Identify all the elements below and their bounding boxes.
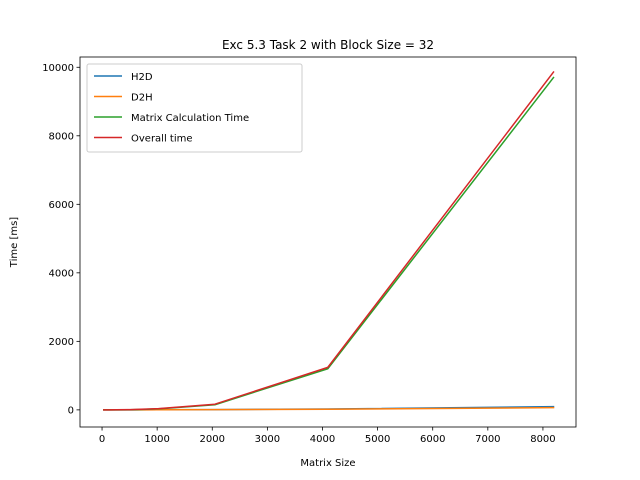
x-axis-label: Matrix Size bbox=[300, 458, 355, 469]
x-tick-label: 8000 bbox=[530, 434, 555, 445]
x-axis: 0 1000 2000 3000 4000 5000 6000 7000 8000 bbox=[99, 427, 556, 445]
legend-label: Overall time bbox=[131, 134, 193, 145]
legend: H2D D2H Matrix Calculation Time Overall tim… bbox=[86, 63, 303, 153]
y-tick-label: 8000 bbox=[49, 131, 74, 142]
series-line-3 bbox=[103, 71, 555, 411]
legend-label: Matrix Calculation Time bbox=[131, 113, 249, 124]
y-tick-label: 2000 bbox=[49, 337, 74, 348]
plot-lines bbox=[103, 71, 555, 411]
legend-label: H2D bbox=[131, 72, 153, 83]
x-tick-label: 1000 bbox=[144, 434, 169, 445]
y-axis-label: Time [ms] bbox=[9, 217, 20, 269]
y-tick-label: 6000 bbox=[49, 200, 74, 211]
x-tick-label: 6000 bbox=[420, 434, 445, 445]
plot-frame bbox=[79, 56, 577, 428]
x-tick-label: 4000 bbox=[310, 434, 335, 445]
y-tick-label: 4000 bbox=[49, 268, 74, 279]
legend-box bbox=[86, 63, 303, 153]
x-tick-label: 0 bbox=[99, 434, 105, 445]
x-tick-label: 5000 bbox=[365, 434, 390, 445]
x-tick-label: 7000 bbox=[475, 434, 500, 445]
legend-label: D2H bbox=[131, 93, 153, 104]
y-tick-label: 10000 bbox=[42, 63, 74, 74]
y-tick-label: 0 bbox=[68, 405, 74, 416]
chart-title: Exc 5.3 Task 2 with Block Size = 32 bbox=[222, 38, 434, 52]
x-tick-label: 2000 bbox=[200, 434, 225, 445]
y-axis: 0 2000 4000 6000 8000 10000 bbox=[42, 63, 80, 416]
x-tick-label: 3000 bbox=[255, 434, 280, 445]
